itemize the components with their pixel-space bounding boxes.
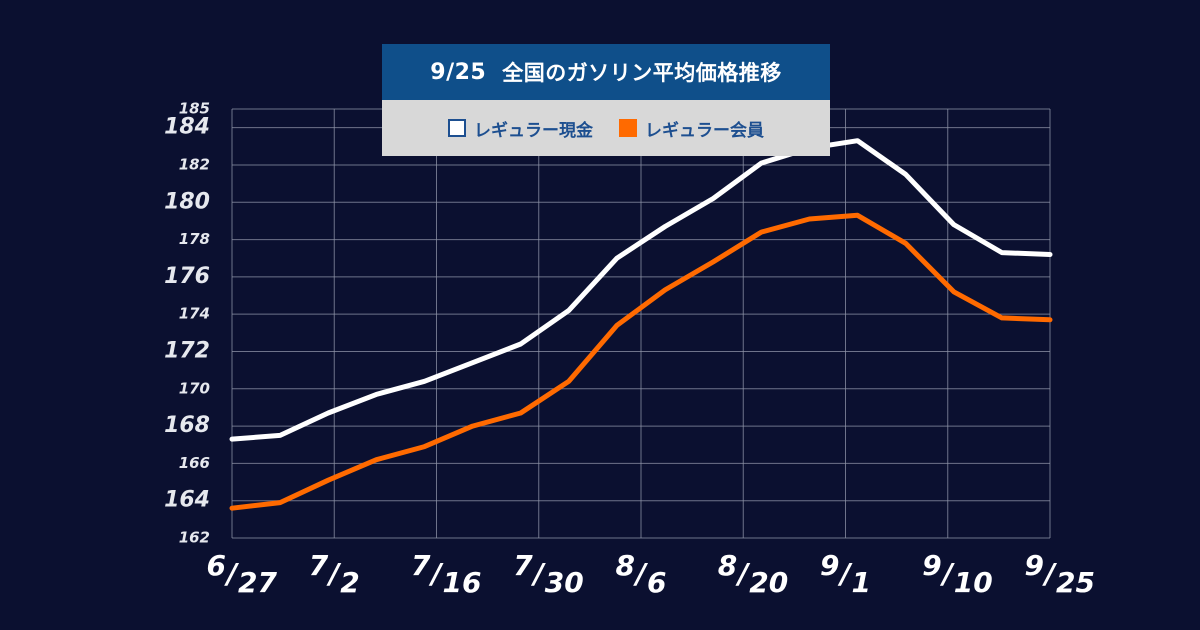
title-date: 9/25 <box>430 59 487 85</box>
svg-text:/: / <box>633 557 649 590</box>
legend-label-cash: レギュラー現金 <box>474 120 593 141</box>
series-line-cash <box>229 138 1053 442</box>
x-tick-label: 9/10 <box>922 549 992 599</box>
y-tick-label: 174 <box>179 305 210 323</box>
svg-text:/: / <box>940 557 956 590</box>
x-tick-label: 8/6 <box>616 549 667 599</box>
svg-text:16: 16 <box>443 566 482 599</box>
grid <box>231 108 1051 539</box>
svg-text:/: / <box>1042 557 1058 590</box>
y-tick-label: 168 <box>164 413 210 438</box>
legend-swatch-member <box>619 119 637 137</box>
svg-text:20: 20 <box>749 566 788 599</box>
y-tick-label: 184 <box>164 115 210 140</box>
y-tick-label: 176 <box>164 264 210 289</box>
chart-title: 9/25 全国のガソリン平均価格推移 <box>382 44 830 100</box>
legend-item-member: レギュラー会員 <box>619 116 764 141</box>
legend: レギュラー現金 レギュラー会員 <box>382 100 830 156</box>
svg-text:25: 25 <box>1056 566 1095 599</box>
svg-text:8: 8 <box>616 549 635 582</box>
x-tick-label: 6/27 <box>207 549 278 599</box>
y-tick-label: 170 <box>179 379 210 397</box>
svg-text:7: 7 <box>309 549 329 582</box>
svg-text:10: 10 <box>954 566 993 599</box>
y-tick-label: 178 <box>179 230 210 248</box>
series-line-member <box>229 212 1053 511</box>
legend-label-member: レギュラー会員 <box>645 120 764 141</box>
x-tick-label: 7/16 <box>411 549 481 599</box>
y-tick-label: 172 <box>164 338 210 363</box>
svg-text:27: 27 <box>238 566 277 599</box>
svg-text:2: 2 <box>340 566 359 599</box>
svg-text:9: 9 <box>820 549 839 582</box>
y-tick-label: 182 <box>179 155 210 173</box>
y-tick-label: 162 <box>179 529 210 547</box>
series-lines <box>229 138 1053 511</box>
y-tick-label: 166 <box>179 454 210 472</box>
svg-text:/: / <box>735 557 751 590</box>
svg-text:8: 8 <box>718 549 737 582</box>
svg-text:9: 9 <box>922 549 941 582</box>
x-tick-label: 8/20 <box>718 549 788 599</box>
x-tick-label: 9/25 <box>1025 549 1095 599</box>
svg-text:6: 6 <box>207 549 226 582</box>
y-tick-label: 185 <box>179 100 210 118</box>
svg-text:/: / <box>531 557 547 590</box>
svg-text:7: 7 <box>513 549 533 582</box>
x-tick-label: 7/2 <box>309 549 360 599</box>
x-tick-label: 9/1 <box>820 549 871 599</box>
svg-text:/: / <box>428 557 444 590</box>
svg-text:6: 6 <box>647 566 666 599</box>
svg-text:/: / <box>224 557 240 590</box>
svg-text:9: 9 <box>1025 549 1044 582</box>
title-text: 全国のガソリン平均価格推移 <box>502 61 782 85</box>
svg-text:30: 30 <box>545 566 584 599</box>
svg-text:/: / <box>837 557 853 590</box>
legend-item-cash: レギュラー現金 <box>448 116 593 141</box>
svg-text:1: 1 <box>852 566 871 599</box>
svg-text:/: / <box>326 557 342 590</box>
legend-swatch-cash <box>448 119 466 137</box>
svg-text:7: 7 <box>411 549 431 582</box>
y-tick-label: 180 <box>164 189 210 214</box>
x-axis-ticks: 6/277/27/167/308/68/209/19/109/25 <box>207 549 1095 599</box>
y-tick-label: 164 <box>164 488 210 513</box>
x-tick-label: 7/30 <box>513 549 583 599</box>
